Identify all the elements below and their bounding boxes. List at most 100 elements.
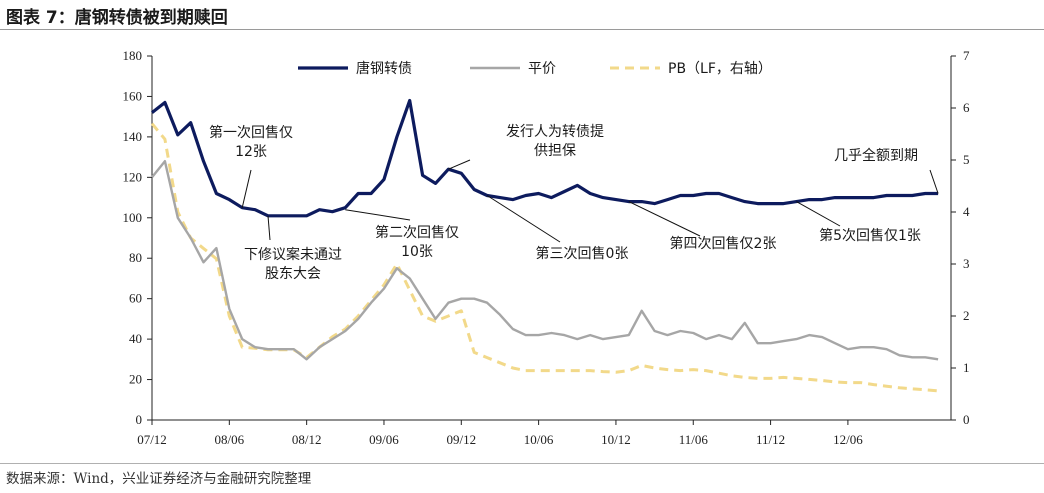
series-0-point: [912, 195, 914, 197]
series-1-point: [383, 288, 385, 290]
series-0-point: [538, 193, 540, 195]
series-0-point: [280, 215, 282, 217]
series-1-point: [628, 334, 630, 336]
y-right-tick-label: 3: [963, 256, 970, 271]
y-right-tick-label: 0: [963, 412, 970, 427]
figure-title: 图表 7：唐钢转债被到期赎回: [6, 8, 228, 28]
footer-divider: [0, 463, 1044, 464]
series-0-point: [229, 199, 231, 201]
series-2-point: [602, 371, 604, 373]
series-2-point: [422, 315, 424, 317]
series-0-point: [821, 199, 823, 201]
series-0-point: [693, 195, 695, 197]
x-tick-label: 07/12: [137, 432, 167, 447]
legend-label-1: 平价: [528, 61, 556, 77]
series-0-point: [216, 193, 218, 195]
series-line-1: [151, 160, 939, 361]
x-tick-label: 08/12: [292, 432, 322, 447]
annotation-text: 下修议案未通过: [244, 246, 342, 263]
series-0-point: [293, 215, 295, 217]
axes: 0 20 40 60 80 100 120 140 160 180 0 1 2 3 4 5 6 7 07/12 08/…: [123, 48, 971, 447]
series-1-point: [821, 336, 823, 338]
series-2-point: [654, 367, 656, 369]
x-tick-label: 09/12: [446, 432, 476, 447]
series-2-point: [731, 375, 733, 377]
series-1-point: [319, 346, 321, 348]
series-0-point: [641, 201, 643, 203]
series-0-point: [744, 201, 746, 203]
series-2-point: [847, 382, 849, 384]
series-0-point: [899, 195, 901, 197]
series-2-point: [680, 370, 682, 372]
series-0-point: [499, 197, 501, 199]
series-1-point: [345, 330, 347, 332]
series-1-point: [615, 336, 617, 338]
series-1-point: [332, 338, 334, 340]
series-1-point: [602, 338, 604, 340]
series-1-point: [357, 318, 359, 320]
series-2-point: [241, 346, 243, 348]
series-2-point: [860, 382, 862, 384]
series-2-point: [899, 387, 901, 389]
series-2-point: [718, 372, 720, 374]
title-divider: [0, 29, 1044, 30]
legend: 唐钢转债 平价 PB（LF，右轴）: [298, 60, 772, 77]
series-0-point: [190, 122, 192, 124]
annotation-leader: [796, 201, 841, 227]
series-2-point: [151, 123, 153, 125]
annotation-leader: [448, 159, 471, 170]
series-0-point: [332, 211, 334, 213]
y-left-tick-label: 160: [123, 88, 143, 103]
legend-label-0: 唐钢转债: [356, 60, 412, 77]
series-1-point: [744, 322, 746, 324]
series-0-point: [177, 134, 179, 136]
x-tick-label: 11/12: [756, 432, 785, 447]
series-2-point: [912, 388, 914, 390]
series-0-point: [525, 195, 527, 197]
y-right-tick-label: 6: [963, 100, 970, 115]
series-0-point: [615, 199, 617, 201]
series-0-point: [718, 193, 720, 195]
series-0-point: [551, 197, 553, 199]
series-2-point: [937, 390, 939, 392]
series-1-point: [757, 342, 759, 344]
series-1-point: [461, 298, 463, 300]
series-2-point: [705, 370, 707, 372]
series-0-point: [654, 203, 656, 205]
x-tick-label: 11/06: [679, 432, 709, 447]
series-1-point: [693, 332, 695, 334]
series-1-point: [808, 334, 810, 336]
series-0-point: [680, 195, 682, 197]
series-2-point: [448, 315, 450, 317]
series-2-point: [203, 248, 205, 250]
series-1-point: [499, 314, 501, 316]
y-left-tick-label: 140: [123, 129, 143, 144]
series-0-point: [873, 197, 875, 199]
series-2-point: [216, 258, 218, 260]
series-0-point: [254, 209, 256, 211]
series-1-point: [151, 177, 153, 179]
series-2-point: [435, 320, 437, 322]
legend-label-2: PB（LF，右轴）: [668, 61, 772, 77]
series-0-point: [203, 160, 205, 162]
y-left-tick-label: 80: [129, 250, 142, 265]
series-1-point: [770, 342, 772, 344]
series-1-point: [422, 298, 424, 300]
annotation-text: 第5次回售仅1张: [819, 227, 921, 244]
series-0-point: [564, 191, 566, 193]
series-2-point: [693, 369, 695, 371]
series-1-point: [435, 318, 437, 320]
series-1-point: [254, 346, 256, 348]
series-2-point: [615, 371, 617, 373]
annotation-leader: [628, 201, 701, 237]
series-2-point: [808, 379, 810, 381]
series-2-point: [164, 138, 166, 140]
annotation-text: 股东大会: [265, 266, 321, 282]
series-0-point: [770, 203, 772, 205]
series-0-point: [512, 199, 514, 201]
line-chart: 0 20 40 60 80 100 120 140 160 180 0 1 2 3 4 5 6 7 07/12 08/…: [123, 48, 971, 447]
series-1-point: [280, 348, 282, 350]
series-1-point: [654, 330, 656, 332]
y-right-tick-label: 7: [963, 48, 970, 63]
series-2-point: [589, 370, 591, 372]
